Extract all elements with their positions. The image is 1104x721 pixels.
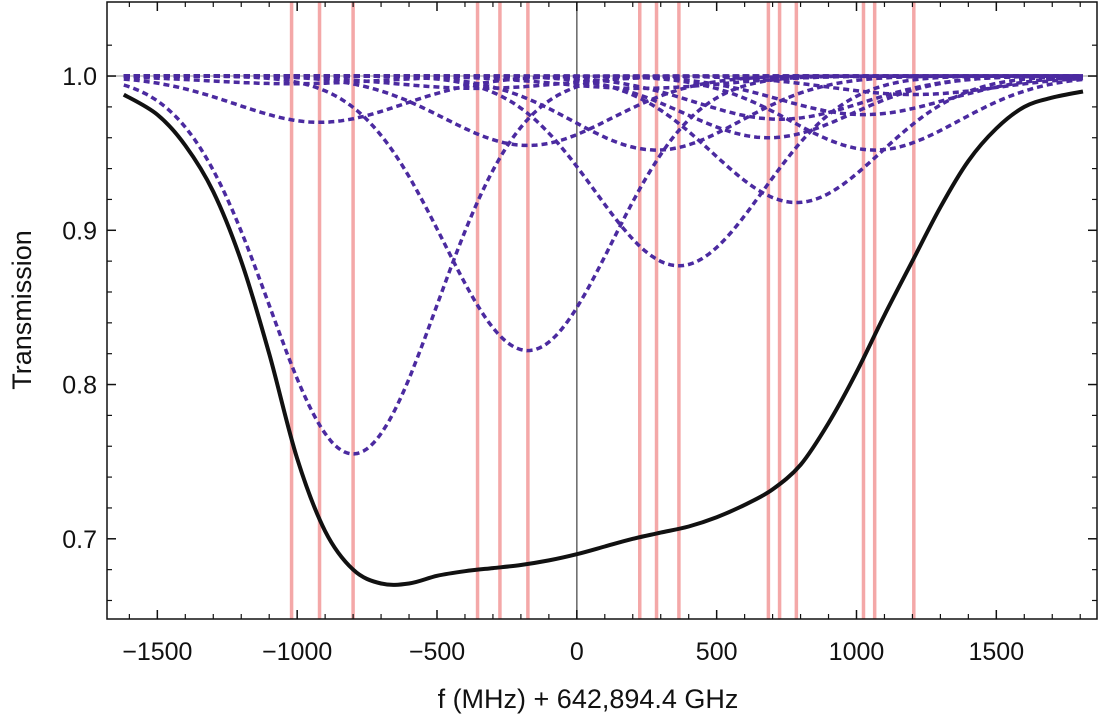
plot-frame — [106, 1, 1098, 620]
axis-ticks — [107, 2, 1097, 619]
component-curve — [123, 74, 1083, 268]
component-curve — [123, 74, 1084, 117]
y-axis-label: Transmission — [7, 230, 37, 390]
y-tick-label: 0.9 — [62, 217, 97, 245]
component-curve — [123, 74, 1083, 152]
tick-labels: −1500 −1000 −500 0 500 1000 1500 0.7 0.8 0.9 1.0 — [62, 63, 1024, 666]
component-curve — [123, 74, 1084, 152]
y-tick-label: 1.0 — [62, 63, 97, 91]
x-axis-label: f (MHz) + 642,894.4 GHz — [438, 684, 739, 714]
x-tick-label: −1500 — [122, 638, 192, 666]
y-tick-label: 0.8 — [62, 372, 97, 400]
component-curves — [123, 74, 1084, 456]
x-tick-label: −500 — [409, 638, 465, 666]
y-tick-label: 0.7 — [62, 526, 97, 554]
component-curve — [123, 74, 1083, 86]
component-curve — [123, 74, 1083, 91]
x-tick-label: 0 — [570, 638, 584, 666]
component-curve — [123, 74, 1083, 140]
total-transmission — [122, 89, 1084, 587]
component-curve — [123, 74, 1084, 205]
component-curve — [123, 74, 1084, 97]
frequency-lines — [289, 2, 916, 619]
x-tick-label: 500 — [696, 638, 738, 666]
x-tick-label: 1000 — [829, 638, 885, 666]
x-tick-label: 1500 — [969, 638, 1025, 666]
total-transmission-curve — [122, 89, 1084, 587]
x-tick-label: −1000 — [262, 638, 332, 666]
